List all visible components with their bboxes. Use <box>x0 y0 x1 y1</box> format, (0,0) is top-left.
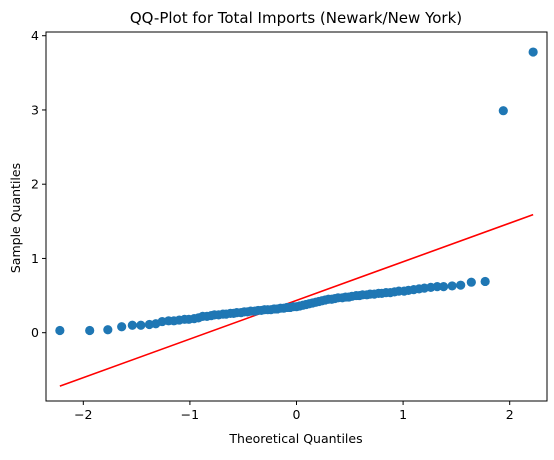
sample-point <box>439 282 449 292</box>
sample-points-layer <box>55 47 538 336</box>
sample-point <box>127 320 137 330</box>
sample-point <box>55 325 65 336</box>
sample-point <box>85 325 95 336</box>
y-tick-label: 0 <box>31 325 39 340</box>
sample-point <box>480 276 490 287</box>
x-tick-label: −2 <box>74 407 92 422</box>
sample-point <box>432 282 442 292</box>
x-tick-label: 0 <box>293 407 301 422</box>
y-tick-label: 1 <box>31 251 39 266</box>
sample-point <box>466 277 476 287</box>
x-tick-label: 2 <box>506 407 514 422</box>
y-axis-ticks: 0 1 2 3 4 <box>31 28 46 340</box>
sample-point <box>528 47 538 57</box>
x-tick-label: −1 <box>181 407 199 422</box>
sample-point <box>117 322 127 332</box>
sample-point <box>103 325 113 335</box>
sample-point <box>447 281 457 291</box>
reference-line <box>59 213 534 387</box>
x-tick-label: 1 <box>399 407 407 422</box>
plot-frame <box>45 31 548 402</box>
x-axis-label: Theoretical Quantiles <box>228 431 362 446</box>
plot-area <box>46 32 547 401</box>
y-tick-label: 3 <box>31 102 39 117</box>
y-tick-label: 4 <box>31 28 39 43</box>
sample-point <box>456 280 466 290</box>
reference-line-layer <box>59 213 534 387</box>
sample-point <box>498 106 508 116</box>
y-axis-label: Sample Quantiles <box>8 163 23 273</box>
chart-title: QQ-Plot for Total Imports (Newark/New Yo… <box>130 9 462 27</box>
sample-point <box>136 320 146 330</box>
x-axis-ticks: −2 −1 0 1 2 <box>74 401 514 422</box>
y-tick-label: 2 <box>31 177 39 192</box>
